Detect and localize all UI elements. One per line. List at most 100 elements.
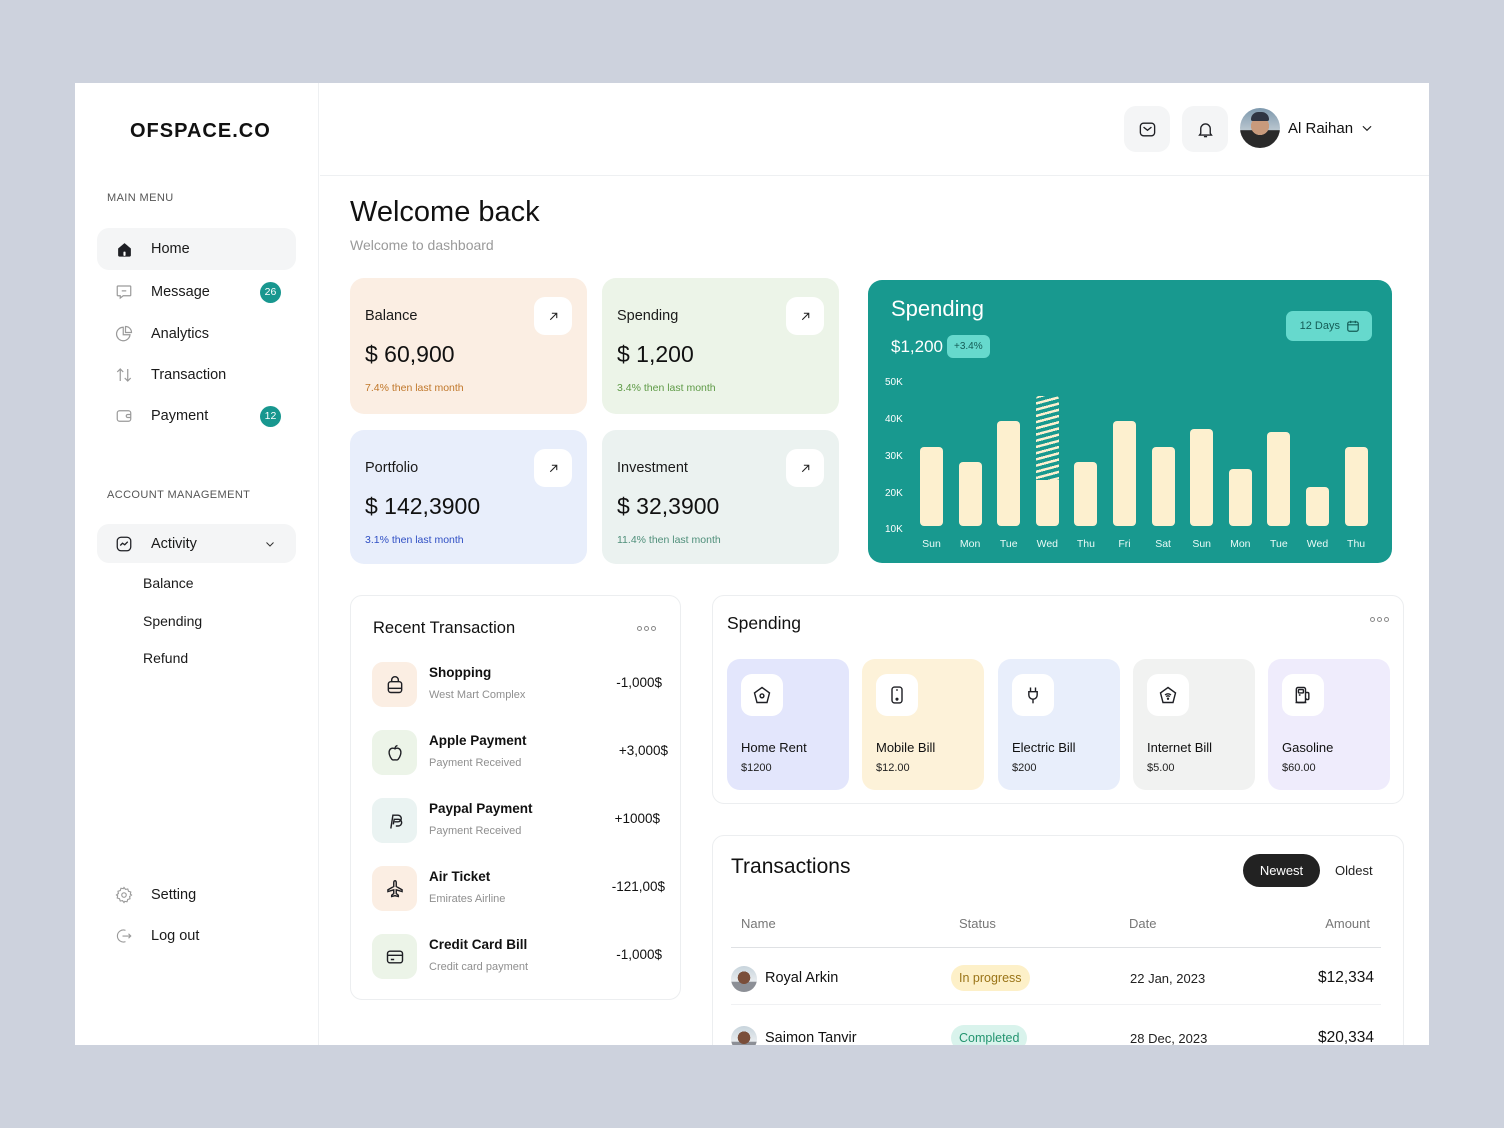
sidebar-item-label: Message	[151, 284, 210, 300]
sidebar-item-analytics[interactable]: Analytics	[97, 313, 296, 355]
category-internet-bill[interactable]: Internet Bill $5.00	[1133, 659, 1255, 790]
sidebar-subitem-spending[interactable]: Spending	[143, 613, 203, 629]
sidebar-item-setting[interactable]: Setting	[97, 874, 296, 916]
category-home-rent[interactable]: Home Rent $1200	[727, 659, 849, 790]
category-gasoline[interactable]: Gasoline $60.00	[1268, 659, 1390, 790]
transaction-amount: -121,00$	[611, 879, 665, 894]
category-name: Gasoline	[1282, 740, 1334, 755]
payment-count-badge: 12	[260, 405, 281, 427]
chart-bar[interactable]	[997, 421, 1021, 526]
category-electric-bill[interactable]: Electric Bill $200	[998, 659, 1120, 790]
sidebar-item-transaction[interactable]: Transaction	[97, 354, 296, 396]
avatar	[731, 1026, 757, 1045]
notifications-button[interactable]	[1182, 106, 1228, 152]
x-tick: Sat	[1155, 538, 1171, 550]
mail-button[interactable]	[1124, 106, 1170, 152]
chart-bar[interactable]	[958, 461, 982, 526]
category-name: Internet Bill	[1147, 740, 1213, 755]
column-header-status[interactable]: Status	[959, 916, 996, 931]
chart-bar[interactable]	[1074, 461, 1098, 526]
transaction-item[interactable]: Air Ticket Emirates Airline -121,00$	[372, 866, 665, 912]
transaction-amount: -1,000$	[616, 947, 662, 962]
category-mobile-bill[interactable]: Mobile Bill $12.00	[862, 659, 984, 790]
chart-bar[interactable]	[1113, 421, 1136, 526]
transaction-item[interactable]: Apple Payment Payment Received +3,000$	[372, 730, 668, 776]
transaction-name: Air Ticket	[429, 869, 491, 884]
message-count-badge: 26	[260, 281, 281, 303]
x-tick: Thu	[1076, 538, 1095, 550]
avatar	[1240, 108, 1280, 148]
table-row[interactable]: Saimon Tanvir Completed 28 Dec, 2023 $20…	[731, 1008, 1381, 1045]
transaction-name: Apple Payment	[429, 733, 527, 748]
spending-chart-card: Spending $1,200 +3.4% 12 Days 50K 40K 30…	[868, 280, 1392, 563]
category-amount: $5.00	[1147, 762, 1175, 774]
chart-bar[interactable]	[1035, 480, 1059, 526]
transaction-name: Shopping	[429, 665, 492, 680]
row-name: Royal Arkin	[765, 970, 839, 986]
x-tick: Fri	[1118, 538, 1131, 550]
column-header-amount[interactable]: Amount	[1325, 916, 1370, 931]
stat-change: 3.4% then last month	[617, 382, 716, 394]
chart-bar[interactable]	[1267, 432, 1291, 526]
open-balance-button[interactable]	[534, 297, 572, 335]
chart-bar[interactable]	[1151, 447, 1175, 526]
transaction-icon	[115, 366, 133, 384]
stat-title: Investment	[617, 460, 688, 476]
transaction-sub: Credit card payment	[429, 961, 529, 973]
sort-oldest-tab[interactable]: Oldest	[1335, 863, 1373, 878]
page-subtitle: Welcome to dashboard	[350, 237, 494, 253]
chart-bar[interactable]	[1344, 447, 1368, 526]
date-range-button[interactable]: 12 Days	[1285, 311, 1372, 341]
sidebar-subitem-refund[interactable]: Refund	[143, 650, 189, 666]
logo: OFSPACE.CO	[130, 120, 271, 142]
sidebar: OFSPACE.CO MAIN MENU Home Message 26 Ana…	[75, 83, 319, 1045]
stat-card-investment: Investment $ 32,3900 11.4% then last mon…	[602, 430, 839, 564]
user-menu[interactable]: Al Raihan	[1240, 108, 1374, 148]
sidebar-item-home[interactable]: Home	[97, 228, 296, 270]
stat-card-portfolio: Portfolio $ 142,3900 3.1% then last mont…	[350, 430, 587, 564]
arrow-up-right-icon	[547, 310, 560, 323]
chart-bar[interactable]	[1306, 487, 1329, 526]
chevron-down-icon	[264, 538, 276, 550]
stat-change: 11.4% then last month	[617, 534, 721, 546]
x-tick: Sun	[1192, 538, 1212, 550]
fuel-icon	[1282, 674, 1324, 716]
divider	[731, 1004, 1381, 1005]
sidebar-item-activity[interactable]: Activity	[97, 524, 296, 563]
column-header-name[interactable]: Name	[741, 916, 776, 931]
stat-value: $ 142,3900	[365, 493, 481, 519]
chart-bar-projection	[1035, 395, 1059, 481]
transaction-item[interactable]: Credit Card Bill Credit card payment -1,…	[372, 934, 662, 980]
chart-bar[interactable]	[1190, 428, 1214, 526]
category-name: Mobile Bill	[876, 740, 936, 755]
sidebar-item-label: Home	[151, 241, 190, 257]
category-amount: $200	[1012, 762, 1037, 774]
plug-icon	[1012, 674, 1054, 716]
transaction-item[interactable]: Paypal Payment Payment Received +1000$	[372, 798, 662, 844]
sidebar-item-message[interactable]: Message 26	[97, 271, 296, 313]
wifi-icon	[1147, 674, 1189, 716]
transaction-item[interactable]: Shopping West Mart Complex -1,000$	[372, 662, 662, 708]
sidebar-item-payment[interactable]: Payment 12	[97, 395, 296, 437]
chart-bar[interactable]	[920, 447, 943, 526]
open-spending-button[interactable]	[786, 297, 824, 335]
open-investment-button[interactable]	[786, 449, 824, 487]
y-tick: 30K	[885, 451, 903, 462]
sidebar-subitem-balance[interactable]: Balance	[143, 575, 194, 591]
main-menu-label: MAIN MENU	[107, 192, 174, 204]
spending-title: Spending	[727, 613, 801, 633]
x-tick: Mon	[1230, 538, 1251, 550]
column-header-date[interactable]: Date	[1129, 916, 1157, 931]
more-options-button[interactable]	[637, 626, 656, 631]
avatar	[731, 966, 757, 992]
sort-newest-tab[interactable]: Newest	[1243, 854, 1320, 887]
row-date: 22 Jan, 2023	[1130, 971, 1206, 986]
more-options-button[interactable]	[1370, 617, 1389, 622]
transactions-card: Transactions Newest Oldest Name Status D…	[712, 835, 1404, 1045]
sidebar-item-logout[interactable]: Log out	[97, 915, 296, 957]
y-tick: 50K	[885, 377, 903, 388]
sidebar-item-label: Analytics	[151, 326, 210, 342]
chart-bar[interactable]	[1228, 469, 1252, 526]
table-row[interactable]: Royal Arkin In progress 22 Jan, 2023 $12…	[731, 948, 1381, 1008]
open-portfolio-button[interactable]	[534, 449, 572, 487]
